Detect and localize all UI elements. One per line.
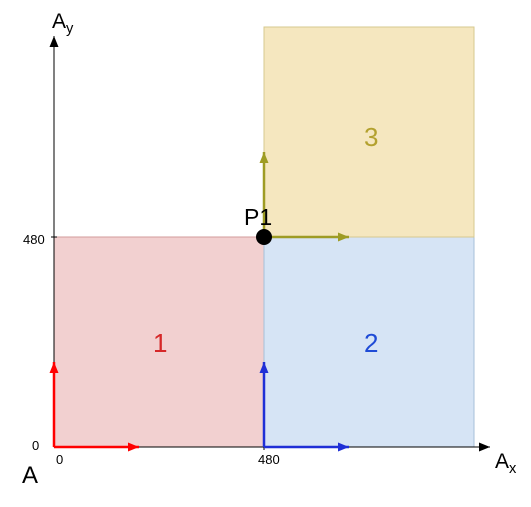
square-1-label: 1 <box>153 328 167 359</box>
point-label-P1: P1 <box>244 204 272 231</box>
x-tick-0: 0 <box>56 452 63 467</box>
square-3-label: 3 <box>364 122 378 153</box>
square-2-label: 2 <box>364 328 378 359</box>
y-tick-0: 0 <box>32 438 39 453</box>
x-tick-480: 480 <box>258 452 280 467</box>
diagram-svg <box>0 0 531 507</box>
origin-label: A <box>22 462 38 490</box>
diagram-stage: Ay Ax A 0 480 0 480 P1 1 2 3 <box>0 0 531 507</box>
y-tick-480: 480 <box>23 232 45 247</box>
x-axis-label: Ax <box>495 450 516 477</box>
y-axis-label: Ay <box>52 10 73 37</box>
